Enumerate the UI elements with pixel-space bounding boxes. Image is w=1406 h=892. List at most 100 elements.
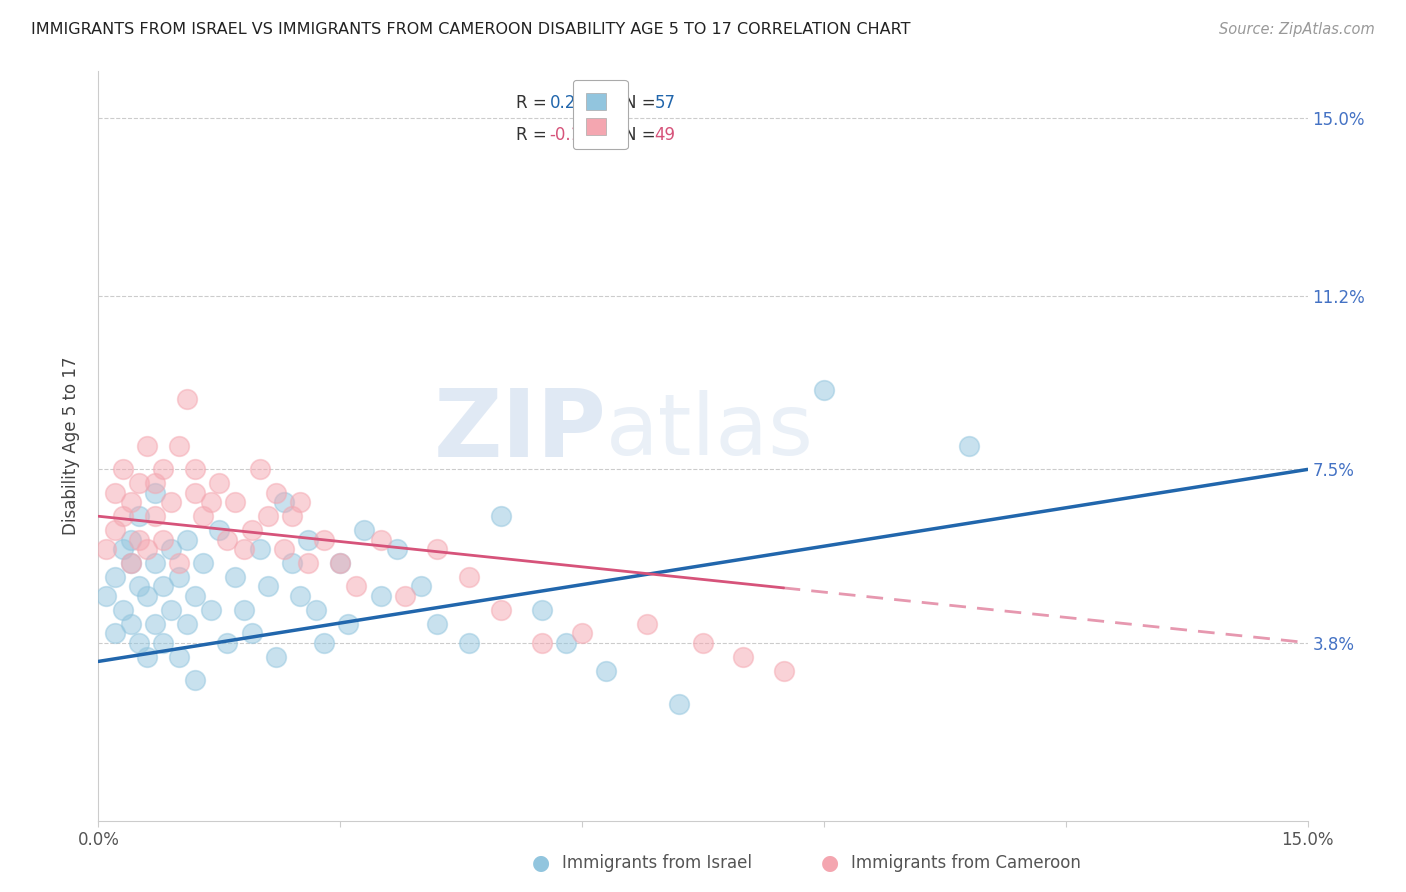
Point <box>176 617 198 632</box>
Point <box>314 635 336 649</box>
Point <box>128 635 150 649</box>
Text: Immigrants from Israel: Immigrants from Israel <box>562 855 752 872</box>
Point <box>135 439 157 453</box>
Point <box>329 556 352 570</box>
Point <box>176 392 198 407</box>
Point <box>193 509 215 524</box>
Point <box>208 476 231 491</box>
Y-axis label: Disability Age 5 to 17: Disability Age 5 to 17 <box>62 357 80 535</box>
Point <box>120 556 142 570</box>
Text: N =: N = <box>624 126 661 144</box>
Point <box>120 617 142 632</box>
Point <box>530 635 553 649</box>
Text: R =: R = <box>516 94 551 112</box>
Point <box>96 541 118 557</box>
Point <box>232 603 254 617</box>
Point <box>733 649 755 664</box>
Point <box>668 697 690 711</box>
Point <box>281 556 304 570</box>
Point <box>217 635 239 649</box>
Text: 0.246: 0.246 <box>550 94 596 112</box>
Point <box>426 617 449 632</box>
Point <box>353 523 375 537</box>
Point <box>297 533 319 547</box>
Point <box>184 462 207 476</box>
Point <box>256 580 278 594</box>
Point <box>636 617 658 632</box>
Point <box>128 533 150 547</box>
Point <box>273 541 295 557</box>
Point <box>143 617 166 632</box>
Point <box>217 533 239 547</box>
Point <box>426 541 449 557</box>
Text: 49: 49 <box>655 126 676 144</box>
Point <box>167 556 190 570</box>
Point <box>143 485 166 500</box>
Point <box>152 580 174 594</box>
Point <box>184 485 207 500</box>
Point <box>297 556 319 570</box>
Point <box>530 603 553 617</box>
Point <box>193 556 215 570</box>
Point <box>167 570 190 584</box>
Legend: , : , <box>572 79 627 149</box>
Point <box>143 509 166 524</box>
Point <box>240 523 263 537</box>
Text: ●: ● <box>533 854 550 873</box>
Text: ZIP: ZIP <box>433 385 606 477</box>
Point <box>555 635 578 649</box>
Point <box>184 673 207 688</box>
Point <box>135 589 157 603</box>
Point <box>111 462 134 476</box>
Point <box>370 589 392 603</box>
Point <box>111 509 134 524</box>
Point <box>772 664 794 678</box>
Text: R =: R = <box>516 126 551 144</box>
Point <box>595 664 617 678</box>
Point <box>167 439 190 453</box>
Point <box>208 523 231 537</box>
Point <box>370 533 392 547</box>
Point <box>128 476 150 491</box>
Point <box>249 541 271 557</box>
Point <box>120 495 142 509</box>
Point <box>288 589 311 603</box>
Point <box>176 533 198 547</box>
Text: -0.117: -0.117 <box>550 126 603 144</box>
Point <box>224 495 246 509</box>
Point <box>394 589 416 603</box>
Point <box>103 523 125 537</box>
Point <box>491 509 513 524</box>
Point <box>103 626 125 640</box>
Text: IMMIGRANTS FROM ISRAEL VS IMMIGRANTS FROM CAMEROON DISABILITY AGE 5 TO 17 CORREL: IMMIGRANTS FROM ISRAEL VS IMMIGRANTS FRO… <box>31 22 911 37</box>
Point <box>813 383 835 397</box>
Point <box>281 509 304 524</box>
Point <box>135 649 157 664</box>
Point <box>120 533 142 547</box>
Point <box>957 439 980 453</box>
Text: Immigrants from Cameroon: Immigrants from Cameroon <box>851 855 1080 872</box>
Point <box>120 556 142 570</box>
Point <box>160 603 183 617</box>
Point <box>491 603 513 617</box>
Point <box>128 580 150 594</box>
Point <box>143 556 166 570</box>
Point <box>184 589 207 603</box>
Point <box>314 533 336 547</box>
Point <box>167 649 190 664</box>
Point <box>160 541 183 557</box>
Point <box>200 603 222 617</box>
Point <box>385 541 408 557</box>
Point <box>152 462 174 476</box>
Point <box>160 495 183 509</box>
Point <box>305 603 328 617</box>
Point <box>571 626 593 640</box>
Text: atlas: atlas <box>606 390 814 473</box>
Point <box>200 495 222 509</box>
Point <box>135 541 157 557</box>
Point <box>273 495 295 509</box>
Point <box>337 617 360 632</box>
Point <box>103 570 125 584</box>
Point <box>458 635 481 649</box>
Point <box>264 485 287 500</box>
